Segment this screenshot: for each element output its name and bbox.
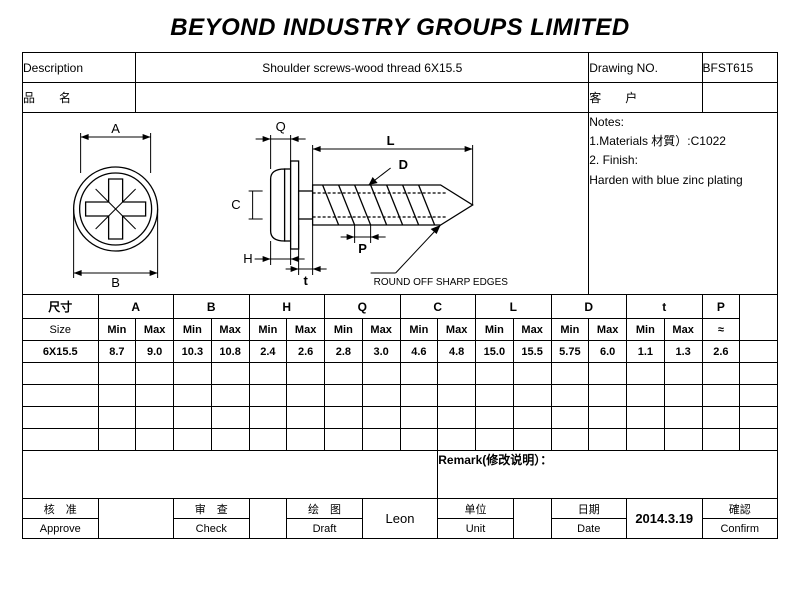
dim-Q: Q <box>325 295 401 319</box>
dim-L: L <box>476 295 552 319</box>
notes-l2: 2. Finish: <box>589 151 777 170</box>
notes-l1: 1.Materials 材質）:C1022 <box>589 132 777 151</box>
dim-A: A <box>98 295 174 319</box>
chicun: 尺寸 <box>23 295 99 319</box>
dim-C: C <box>400 295 476 319</box>
confirm-cn: 確認 <box>702 499 778 519</box>
svg-text:D: D <box>399 157 408 172</box>
kehu-label: 客 户 <box>589 83 702 113</box>
notes-title: Notes: <box>589 113 777 132</box>
notes-l3: Harden with blue zinc plating <box>589 171 777 190</box>
svg-text:ROUND OFF SHARP EDGES: ROUND OFF SHARP EDGES <box>374 277 509 288</box>
pinming-label: 品 名 <box>23 83 136 113</box>
drawing-no-label: Drawing NO. <box>589 53 702 83</box>
date-val: 2014.3.19 <box>627 499 703 539</box>
approve-en: Approve <box>23 519 99 539</box>
size-value: 6X15.5 <box>23 341 99 363</box>
check-cn: 审 查 <box>174 499 250 519</box>
check-en: Check <box>174 519 250 539</box>
draft-val: Leon <box>362 499 438 539</box>
dim-D: D <box>551 295 627 319</box>
drawing-no-value: BFST615 <box>702 53 778 83</box>
notes-cell: Notes: 1.Materials 材質）:C1022 2. Finish: … <box>589 113 778 295</box>
dim-H: H <box>249 295 325 319</box>
desc-value: Shoulder screws-wood thread 6X15.5 <box>136 53 589 83</box>
svg-text:Q: Q <box>276 119 286 134</box>
desc-label: Description <box>23 53 136 83</box>
dim-P: P <box>702 295 740 319</box>
drawing-area: A B <box>23 113 589 295</box>
date-en: Date <box>551 519 627 539</box>
unit-en: Unit <box>438 519 514 539</box>
unit-cn: 单位 <box>438 499 514 519</box>
size-label: Size <box>23 319 99 341</box>
date-cn: 日期 <box>551 499 627 519</box>
draft-cn: 绘 图 <box>287 499 363 519</box>
svg-text:A: A <box>111 121 120 136</box>
svg-text:L: L <box>387 133 395 148</box>
draft-en: Draft <box>287 519 363 539</box>
dim-B: B <box>174 295 250 319</box>
svg-text:H: H <box>243 251 252 266</box>
svg-text:t: t <box>303 273 308 288</box>
svg-text:B: B <box>111 275 120 290</box>
confirm-en: Confirm <box>702 519 778 539</box>
approve-cn: 核 准 <box>23 499 99 519</box>
dim-t: t <box>627 295 703 319</box>
svg-text:C: C <box>231 197 240 212</box>
company-title: BEYOND INDUSTRY GROUPS LIMITED <box>22 8 778 52</box>
remark-label: Remark(修改说明）： <box>438 451 778 499</box>
svg-text:P: P <box>358 241 367 256</box>
